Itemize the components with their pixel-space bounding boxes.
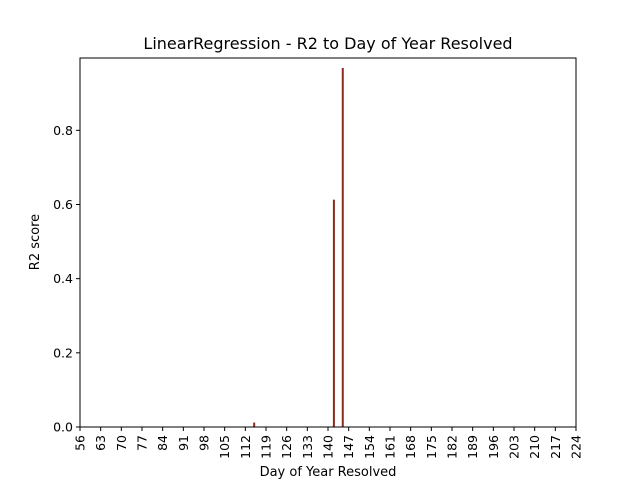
y-axis-ticks: 0.0 0.2 0.4 0.6 0.8 [53, 123, 80, 435]
x-tick-label: 168 [403, 435, 418, 459]
x-tick-label: 140 [321, 435, 336, 459]
y-tick-label: 0.0 [53, 420, 73, 435]
x-axis-ticks: 56 63 70 77 84 91 98 105 112 119 126 133 140 147 154 16… [73, 427, 584, 459]
x-tick-label: 105 [217, 435, 232, 459]
x-tick-label: 77 [135, 435, 150, 451]
y-tick-label: 0.6 [53, 197, 73, 212]
x-tick-label: 133 [300, 435, 315, 459]
x-tick-label: 189 [465, 435, 480, 459]
chart-title: LinearRegression - R2 to Day of Year Res… [143, 34, 512, 53]
bar-series [253, 68, 344, 427]
y-tick-label: 0.4 [53, 271, 73, 286]
x-tick-label: 147 [341, 435, 356, 459]
x-tick-label: 203 [507, 435, 522, 459]
x-tick-label: 224 [569, 435, 584, 459]
bar-1 [332, 199, 335, 427]
x-tick-label: 196 [486, 435, 501, 459]
x-tick-label: 175 [424, 435, 439, 459]
x-tick-label: 154 [362, 435, 377, 459]
x-tick-label: 217 [548, 435, 563, 459]
x-axis-label: Day of Year Resolved [260, 465, 397, 480]
x-tick-label: 70 [114, 435, 129, 451]
plot-frame [79, 57, 577, 428]
y-tick-label: 0.2 [53, 345, 73, 360]
y-axis-label: R2 score [28, 214, 43, 270]
x-tick-label: 63 [93, 435, 108, 451]
x-tick-label: 56 [73, 435, 88, 451]
x-tick-label: 119 [259, 435, 274, 459]
x-tick-label: 126 [279, 435, 294, 459]
x-tick-label: 210 [527, 435, 542, 459]
x-tick-label: 98 [197, 435, 212, 451]
y-tick-label: 0.8 [53, 123, 73, 138]
bar-0 [253, 422, 256, 427]
x-tick-label: 161 [383, 435, 398, 459]
x-tick-label: 182 [445, 435, 460, 459]
x-tick-label: 112 [238, 435, 253, 459]
bar-2 [341, 68, 344, 427]
x-tick-label: 91 [176, 435, 191, 451]
x-tick-label: 84 [155, 435, 170, 451]
